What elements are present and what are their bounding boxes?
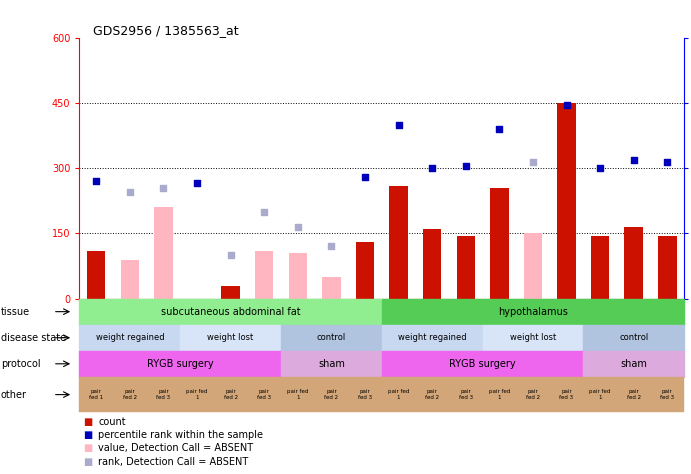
Text: pair
fed 2: pair fed 2: [526, 389, 540, 400]
Text: pair fed
1: pair fed 1: [187, 389, 208, 400]
Text: pair
fed 1: pair fed 1: [89, 389, 104, 400]
Text: pair
fed 3: pair fed 3: [560, 389, 574, 400]
Text: pair fed
1: pair fed 1: [489, 389, 510, 400]
Text: other: other: [1, 390, 27, 400]
Point: [258, 208, 269, 216]
Text: pair
fed 2: pair fed 2: [425, 389, 439, 400]
Bar: [289, 253, 307, 299]
Bar: [625, 227, 643, 299]
Text: control: control: [619, 333, 648, 342]
Text: GDS2956 / 1385563_at: GDS2956 / 1385563_at: [93, 24, 239, 36]
Bar: [121, 260, 139, 299]
Text: disease state: disease state: [1, 333, 66, 343]
Point: [561, 101, 572, 109]
Text: ■: ■: [83, 417, 92, 427]
Text: pair
fed 3: pair fed 3: [156, 389, 171, 400]
Text: weight lost: weight lost: [207, 333, 254, 342]
Text: hypothalamus: hypothalamus: [498, 307, 568, 317]
Text: pair
fed 3: pair fed 3: [358, 389, 372, 400]
Text: protocol: protocol: [1, 359, 40, 369]
Text: weight regained: weight regained: [398, 333, 466, 342]
Point: [91, 178, 102, 185]
Bar: [154, 208, 173, 299]
Bar: [389, 186, 408, 299]
Bar: [423, 229, 442, 299]
Text: pair
fed 2: pair fed 2: [627, 389, 641, 400]
Text: rank, Detection Call = ABSENT: rank, Detection Call = ABSENT: [98, 456, 248, 467]
Text: pair
fed 3: pair fed 3: [459, 389, 473, 400]
Text: pair fed
1: pair fed 1: [388, 389, 409, 400]
Text: sham: sham: [318, 359, 345, 369]
Text: pair
fed 2: pair fed 2: [123, 389, 137, 400]
Text: ■: ■: [83, 430, 92, 440]
Text: pair
fed 3: pair fed 3: [257, 389, 272, 400]
Point: [527, 158, 538, 165]
Text: percentile rank within the sample: percentile rank within the sample: [98, 430, 263, 440]
Text: RYGB surgery: RYGB surgery: [449, 359, 516, 369]
Point: [662, 158, 673, 165]
Point: [158, 184, 169, 191]
Point: [292, 223, 303, 231]
Text: tissue: tissue: [1, 307, 30, 317]
Point: [494, 125, 505, 133]
Point: [594, 164, 605, 172]
Point: [191, 180, 202, 187]
Bar: [524, 234, 542, 299]
Bar: [490, 188, 509, 299]
Text: value, Detection Call = ABSENT: value, Detection Call = ABSENT: [98, 443, 253, 454]
Bar: [658, 236, 676, 299]
Point: [426, 164, 437, 172]
Point: [393, 121, 404, 128]
Bar: [255, 251, 274, 299]
Text: count: count: [98, 417, 126, 427]
Text: pair
fed 2: pair fed 2: [324, 389, 339, 400]
Text: subcutaneous abdominal fat: subcutaneous abdominal fat: [161, 307, 301, 317]
Point: [628, 156, 639, 164]
Text: sham: sham: [621, 359, 647, 369]
Bar: [457, 236, 475, 299]
Point: [359, 173, 370, 181]
Point: [326, 243, 337, 250]
Bar: [356, 242, 375, 299]
Bar: [87, 251, 106, 299]
Bar: [557, 103, 576, 299]
Bar: [591, 236, 609, 299]
Text: pair
fed 3: pair fed 3: [660, 389, 674, 400]
Text: ■: ■: [83, 443, 92, 454]
Text: ■: ■: [83, 456, 92, 467]
Bar: [221, 285, 240, 299]
Text: weight regained: weight regained: [95, 333, 164, 342]
Point: [225, 251, 236, 259]
Text: weight lost: weight lost: [510, 333, 556, 342]
Text: pair fed
1: pair fed 1: [287, 389, 308, 400]
Text: pair fed
1: pair fed 1: [589, 389, 611, 400]
Text: RYGB surgery: RYGB surgery: [147, 359, 214, 369]
Text: pair
fed 2: pair fed 2: [224, 389, 238, 400]
Point: [460, 162, 471, 170]
Point: [124, 188, 135, 196]
Bar: [322, 277, 341, 299]
Text: control: control: [316, 333, 346, 342]
